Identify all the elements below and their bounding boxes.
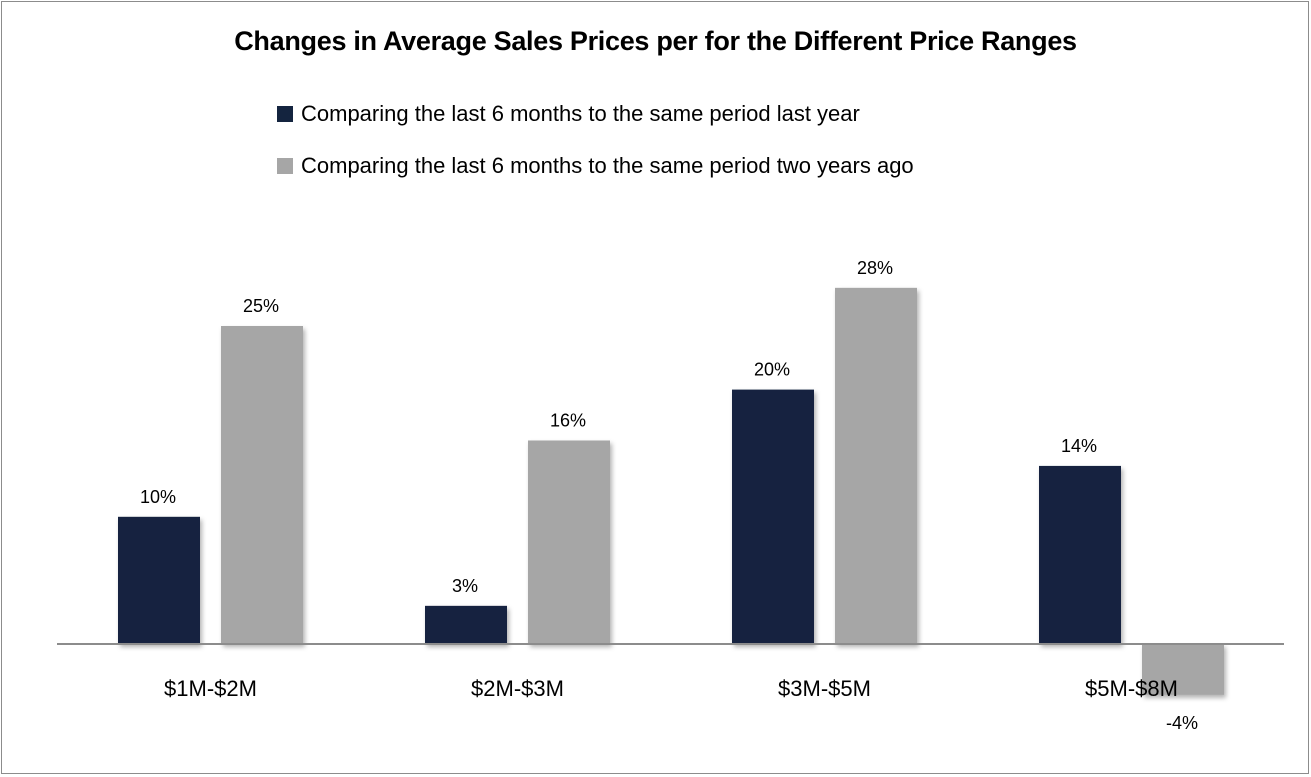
legend-swatch-two-years-ago <box>277 158 293 174</box>
data-label: 25% <box>243 296 279 316</box>
bar-last-year-0 <box>118 516 200 644</box>
data-label: 10% <box>140 487 176 507</box>
bar-last-year-3 <box>1039 465 1121 644</box>
bar-two-years-ago-0 <box>221 326 303 644</box>
bar-last-year-1 <box>425 605 507 644</box>
legend-swatch-last-year <box>277 106 293 122</box>
x-tick-label: $5M-$8M <box>1085 676 1178 701</box>
data-label: 16% <box>550 410 586 430</box>
bar-two-years-ago-3 <box>1142 644 1224 695</box>
x-tick-label: $3M-$5M <box>778 676 871 701</box>
data-label: 20% <box>754 360 790 380</box>
data-label: 28% <box>857 258 893 278</box>
legend-item-last-year: Comparing the last 6 months to the same … <box>277 101 860 127</box>
data-label: -4% <box>1166 713 1198 733</box>
bar-last-year-2 <box>732 389 814 644</box>
chart-title: Changes in Average Sales Prices per for … <box>234 26 1077 56</box>
data-label: 14% <box>1061 436 1097 456</box>
bar-two-years-ago-2 <box>835 287 917 644</box>
x-tick-label: $2M-$3M <box>471 676 564 701</box>
legend-item-two-years-ago: Comparing the last 6 months to the same … <box>277 153 914 179</box>
legend-label-two-years-ago: Comparing the last 6 months to the same … <box>301 153 914 178</box>
data-label: 3% <box>452 576 478 596</box>
x-tick-label: $1M-$2M <box>164 676 257 701</box>
bar-two-years-ago-1 <box>528 440 610 644</box>
legend-label-last-year: Comparing the last 6 months to the same … <box>301 101 860 126</box>
